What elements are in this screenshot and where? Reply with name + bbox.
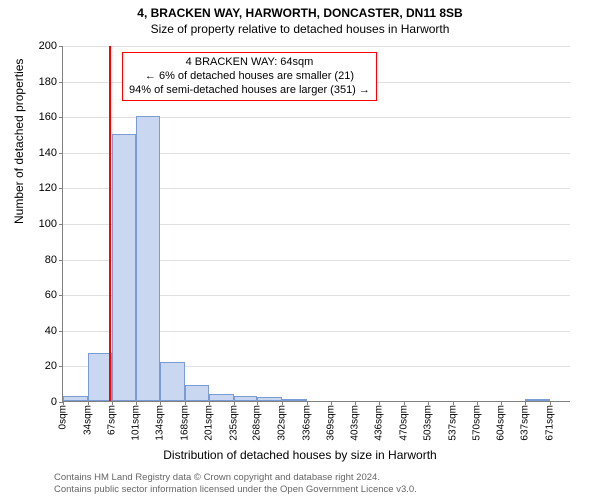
annotation-callout: 4 BRACKEN WAY: 64sqm ← 6% of detached ho… bbox=[122, 52, 377, 101]
xtick-label: 604sqm bbox=[496, 405, 507, 441]
ytick-label: 60 bbox=[45, 289, 57, 301]
histogram-bar bbox=[234, 396, 258, 401]
ytick-mark bbox=[59, 331, 63, 332]
ytick-mark bbox=[59, 117, 63, 118]
ytick-label: 100 bbox=[39, 218, 57, 230]
page-title: 4, BRACKEN WAY, HARWORTH, DONCASTER, DN1… bbox=[0, 6, 600, 22]
histogram-chart: 0204060801001201401601802000sqm34sqm67sq… bbox=[62, 46, 570, 402]
histogram-bar bbox=[88, 353, 112, 401]
xtick-label: 470sqm bbox=[399, 405, 410, 441]
ytick-mark bbox=[59, 46, 63, 47]
footer-line-2: Contains public sector information licen… bbox=[54, 484, 417, 496]
xtick-label: 671sqm bbox=[544, 405, 555, 441]
histogram-bar bbox=[63, 396, 88, 401]
ytick-mark bbox=[59, 224, 63, 225]
xtick-label: 101sqm bbox=[131, 405, 142, 441]
xtick-label: 268sqm bbox=[252, 405, 263, 441]
xtick-label: 637sqm bbox=[520, 405, 531, 441]
gridline bbox=[63, 46, 570, 47]
xtick-label: 537sqm bbox=[447, 405, 458, 441]
xtick-label: 403sqm bbox=[350, 405, 361, 441]
xtick-label: 570sqm bbox=[471, 405, 482, 441]
xtick-label: 336sqm bbox=[301, 405, 312, 441]
histogram-bar bbox=[282, 399, 307, 401]
xtick-label: 34sqm bbox=[82, 405, 93, 435]
ytick-mark bbox=[59, 153, 63, 154]
footer-attribution: Contains HM Land Registry data © Crown c… bbox=[54, 472, 417, 496]
annotation-line-1: 4 BRACKEN WAY: 64sqm bbox=[129, 56, 370, 70]
xtick-label: 436sqm bbox=[374, 405, 385, 441]
histogram-bar bbox=[112, 134, 137, 401]
histogram-bar bbox=[160, 362, 185, 401]
xtick-label: 235sqm bbox=[228, 405, 239, 441]
xtick-label: 0sqm bbox=[58, 405, 69, 429]
ytick-label: 200 bbox=[39, 40, 57, 52]
xtick-label: 369sqm bbox=[325, 405, 336, 441]
ytick-label: 180 bbox=[39, 76, 57, 88]
xtick-label: 168sqm bbox=[179, 405, 190, 441]
histogram-bar bbox=[209, 394, 234, 401]
annotation-line-3: 94% of semi-detached houses are larger (… bbox=[129, 84, 370, 98]
xtick-label: 302sqm bbox=[277, 405, 288, 441]
xtick-label: 134sqm bbox=[155, 405, 166, 441]
histogram-bar bbox=[136, 116, 160, 401]
ytick-mark bbox=[59, 82, 63, 83]
ytick-label: 80 bbox=[45, 254, 57, 266]
ytick-label: 140 bbox=[39, 147, 57, 159]
ytick-mark bbox=[59, 366, 63, 367]
y-axis-label: Number of detached properties bbox=[12, 59, 26, 224]
histogram-bar bbox=[257, 397, 282, 401]
ytick-label: 160 bbox=[39, 111, 57, 123]
ytick-label: 20 bbox=[45, 360, 57, 372]
ytick-mark bbox=[59, 295, 63, 296]
ytick-label: 120 bbox=[39, 182, 57, 194]
xtick-label: 67sqm bbox=[106, 405, 117, 435]
footer-line-1: Contains HM Land Registry data © Crown c… bbox=[54, 472, 417, 484]
xtick-label: 503sqm bbox=[423, 405, 434, 441]
page-subtitle: Size of property relative to detached ho… bbox=[0, 22, 600, 38]
histogram-bar bbox=[185, 385, 209, 401]
histogram-bar bbox=[525, 399, 550, 401]
ytick-mark bbox=[59, 188, 63, 189]
xtick-label: 201sqm bbox=[203, 405, 214, 441]
x-axis-label: Distribution of detached houses by size … bbox=[0, 448, 600, 462]
ytick-label: 40 bbox=[45, 325, 57, 337]
indicator-line bbox=[109, 46, 111, 401]
ytick-mark bbox=[59, 260, 63, 261]
annotation-line-2: ← 6% of detached houses are smaller (21) bbox=[129, 70, 370, 84]
ytick-label: 0 bbox=[51, 396, 57, 408]
